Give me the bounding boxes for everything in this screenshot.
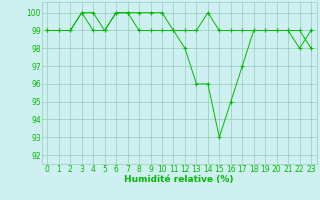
- X-axis label: Humidité relative (%): Humidité relative (%): [124, 175, 234, 184]
